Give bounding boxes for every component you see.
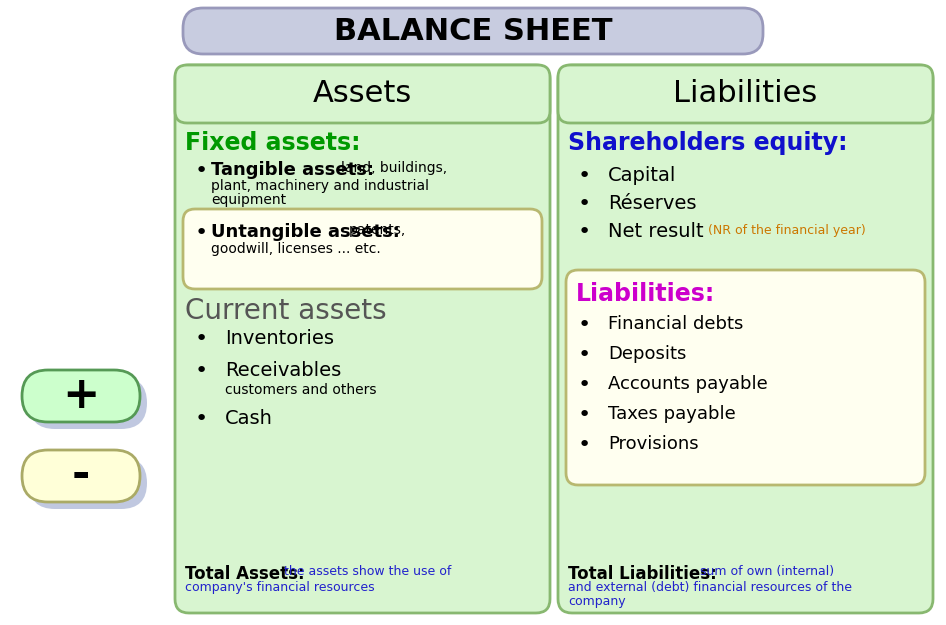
Text: goodwill, licenses ... etc.: goodwill, licenses ... etc. — [211, 242, 380, 256]
Text: Inventories: Inventories — [225, 329, 334, 348]
FancyBboxPatch shape — [29, 377, 147, 429]
Text: Deposits: Deposits — [608, 345, 687, 363]
Text: customers and others: customers and others — [225, 383, 377, 397]
Text: Liabilities:: Liabilities: — [576, 282, 715, 306]
Text: •: • — [578, 315, 591, 335]
FancyBboxPatch shape — [558, 65, 933, 613]
Text: •: • — [195, 409, 208, 429]
FancyBboxPatch shape — [22, 370, 140, 422]
Text: Provisions: Provisions — [608, 435, 699, 453]
Text: Net result: Net result — [608, 222, 710, 241]
Text: •: • — [195, 223, 208, 243]
FancyBboxPatch shape — [22, 450, 140, 502]
Text: Current assets: Current assets — [185, 297, 387, 325]
Text: Capital: Capital — [608, 166, 676, 185]
Text: •: • — [195, 161, 208, 181]
Text: company: company — [568, 595, 625, 608]
Text: Taxes payable: Taxes payable — [608, 405, 736, 423]
FancyBboxPatch shape — [183, 209, 542, 289]
FancyBboxPatch shape — [558, 65, 933, 123]
Text: sum of own (internal): sum of own (internal) — [696, 565, 834, 578]
Text: •: • — [195, 361, 208, 381]
Text: •: • — [578, 435, 591, 455]
Text: company's financial resources: company's financial resources — [185, 581, 375, 594]
Text: Accounts payable: Accounts payable — [608, 375, 768, 393]
FancyBboxPatch shape — [566, 270, 925, 485]
FancyBboxPatch shape — [183, 8, 763, 54]
Text: •: • — [578, 194, 591, 214]
Text: Untangible assets:: Untangible assets: — [211, 223, 406, 241]
Text: Réserves: Réserves — [608, 194, 696, 213]
Text: •: • — [578, 222, 591, 242]
FancyBboxPatch shape — [175, 65, 550, 613]
Text: patents,: patents, — [349, 223, 406, 237]
Text: Total Liabilities:: Total Liabilities: — [568, 565, 717, 583]
Text: +: + — [62, 374, 99, 418]
Text: BALANCE SHEET: BALANCE SHEET — [334, 16, 612, 46]
Text: •: • — [578, 166, 591, 186]
Text: the assets show the use of: the assets show the use of — [280, 565, 451, 578]
Text: •: • — [578, 405, 591, 425]
Text: Liabilities: Liabilities — [674, 79, 817, 109]
Text: -: - — [72, 454, 90, 498]
Text: Cash: Cash — [225, 409, 272, 428]
FancyBboxPatch shape — [29, 457, 147, 509]
Text: •: • — [578, 345, 591, 365]
Text: •: • — [578, 375, 591, 395]
Text: Receivables: Receivables — [225, 361, 342, 380]
Text: equipment: equipment — [211, 193, 286, 207]
Text: Financial debts: Financial debts — [608, 315, 744, 333]
Text: plant, machinery and industrial: plant, machinery and industrial — [211, 179, 429, 193]
Text: •: • — [195, 329, 208, 349]
FancyBboxPatch shape — [175, 65, 550, 123]
Text: land, buildings,: land, buildings, — [341, 161, 447, 175]
Text: Shareholders equity:: Shareholders equity: — [568, 131, 848, 155]
Text: (NR of the financial year): (NR of the financial year) — [708, 224, 866, 237]
Text: and external (debt) financial resources of the: and external (debt) financial resources … — [568, 581, 852, 594]
Text: Assets: Assets — [313, 79, 412, 109]
Text: Fixed assets:: Fixed assets: — [185, 131, 360, 155]
Text: Total Assets:: Total Assets: — [185, 565, 305, 583]
Text: Tangible assets:: Tangible assets: — [211, 161, 380, 179]
